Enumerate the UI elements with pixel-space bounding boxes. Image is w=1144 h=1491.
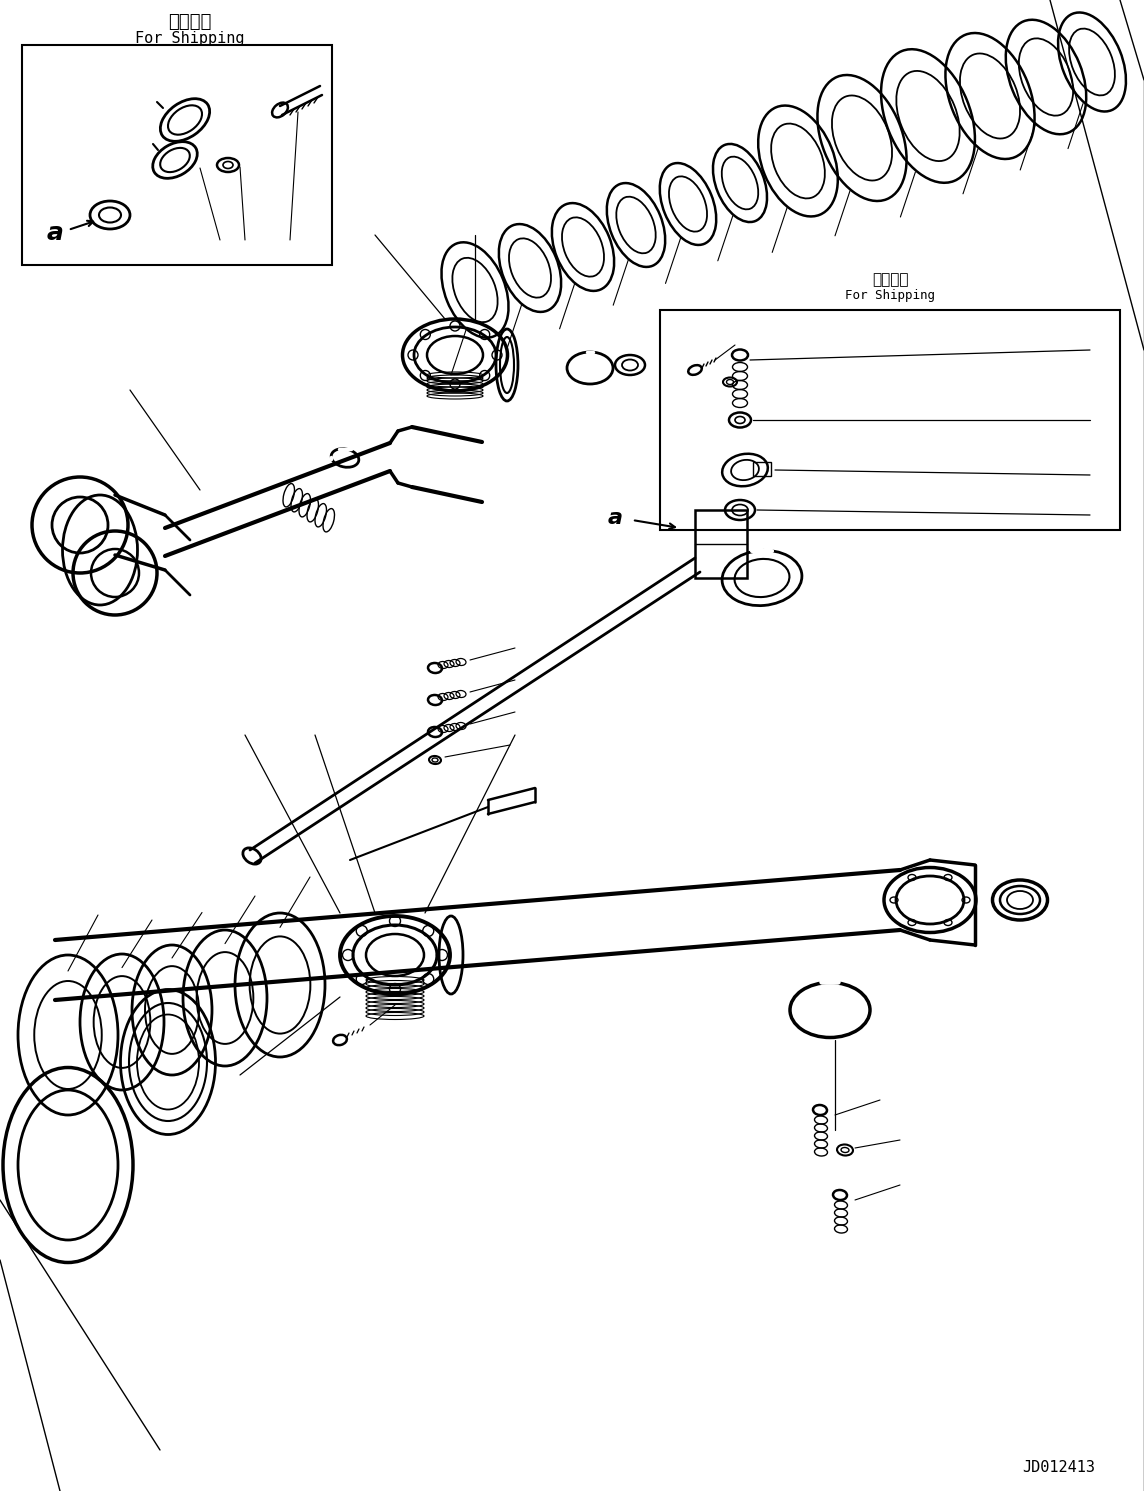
Ellipse shape [272, 103, 288, 118]
Text: a: a [607, 508, 622, 528]
Bar [660, 310, 1120, 529]
Ellipse shape [428, 695, 442, 705]
Text: For Shipping: For Shipping [135, 30, 245, 46]
Bar [696, 510, 747, 579]
Bar [753, 462, 771, 476]
Bar [22, 45, 332, 265]
Ellipse shape [732, 349, 748, 361]
Ellipse shape [428, 663, 442, 672]
Ellipse shape [428, 728, 442, 737]
Ellipse shape [813, 1105, 827, 1115]
Text: a: a [47, 221, 63, 245]
Text: 運搞部品: 運搞部品 [872, 273, 908, 288]
Text: JD012413: JD012413 [1022, 1461, 1095, 1476]
Text: 運搞部品: 運搞部品 [168, 13, 212, 31]
Ellipse shape [833, 1190, 847, 1200]
Ellipse shape [689, 365, 701, 374]
Text: For Shipping: For Shipping [845, 288, 935, 301]
Ellipse shape [333, 1035, 347, 1045]
